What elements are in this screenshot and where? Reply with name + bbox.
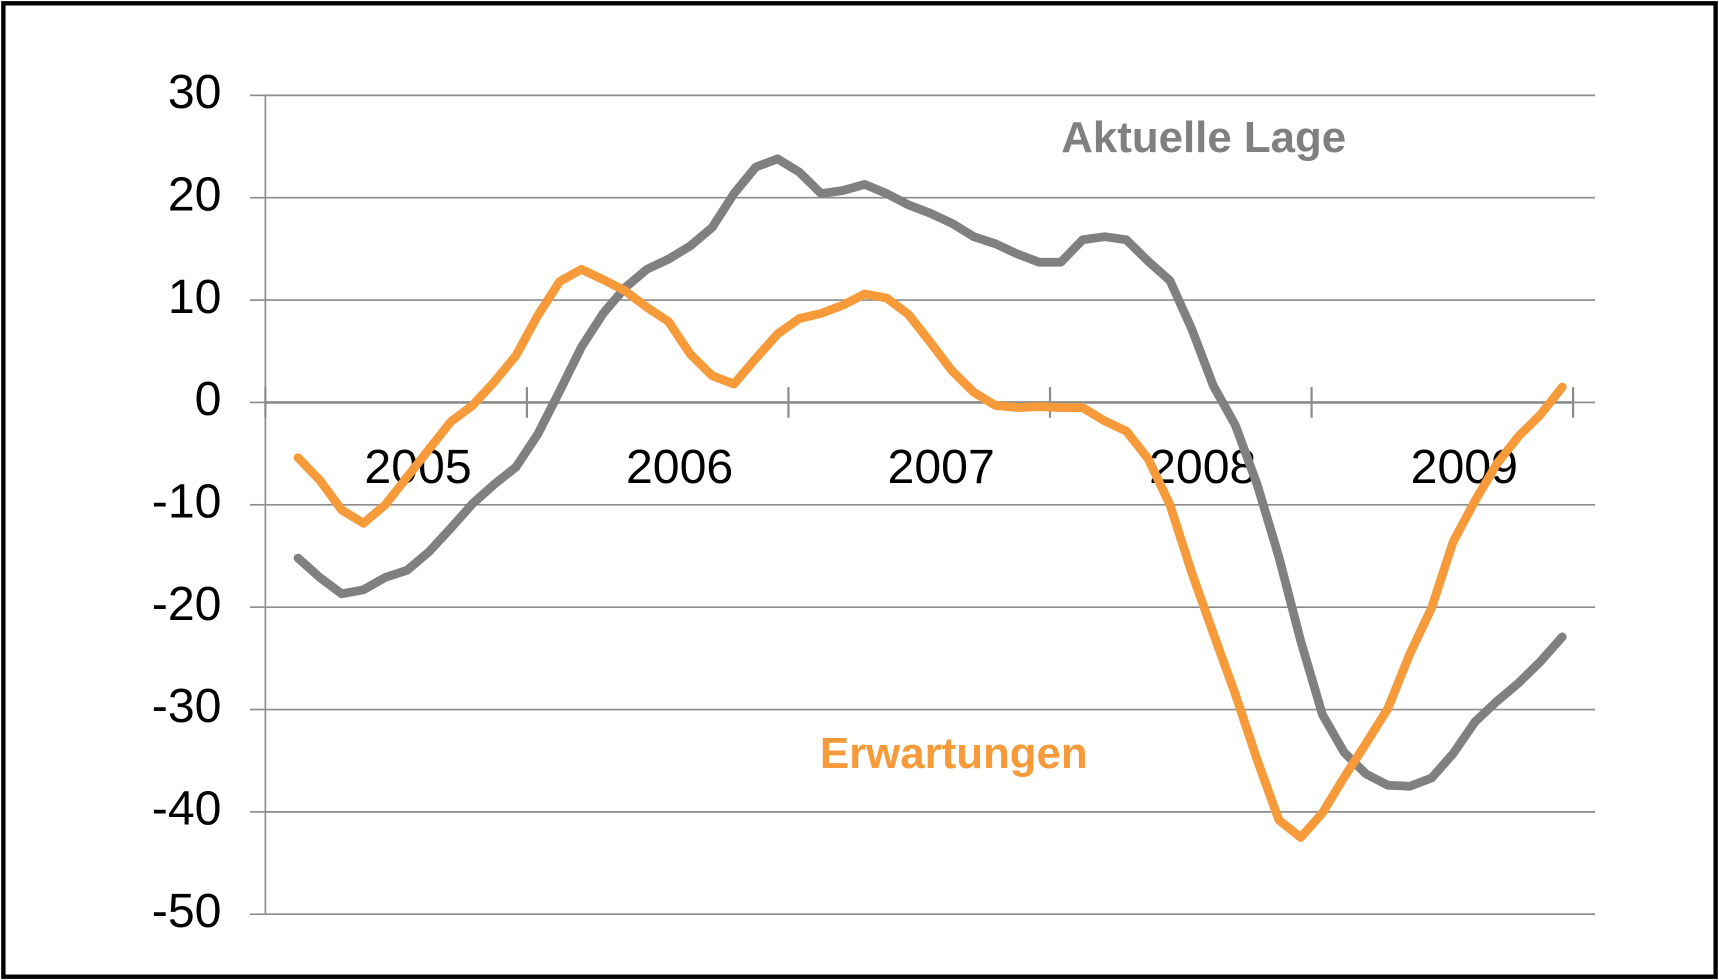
series-label: Aktuelle Lage bbox=[1061, 113, 1346, 162]
y-tick-label: 30 bbox=[168, 65, 222, 119]
y-tick-label: -20 bbox=[152, 577, 222, 631]
x-tick-label: 2008 bbox=[1149, 440, 1256, 494]
x-tick-label: 2009 bbox=[1411, 440, 1518, 494]
series-label: Erwartungen bbox=[820, 729, 1088, 778]
y-tick-label: 0 bbox=[195, 372, 222, 426]
y-tick-label: -40 bbox=[152, 782, 222, 836]
y-tick-label: -50 bbox=[152, 884, 222, 938]
y-tick-label: -10 bbox=[152, 475, 222, 529]
x-tick-label: 2007 bbox=[888, 440, 995, 494]
series-line bbox=[293, 264, 1567, 842]
y-tick-label: 10 bbox=[168, 270, 222, 324]
y-tick-label: -30 bbox=[152, 679, 222, 733]
x-tick-label: 2006 bbox=[626, 440, 733, 494]
y-tick-label: 20 bbox=[168, 167, 222, 221]
